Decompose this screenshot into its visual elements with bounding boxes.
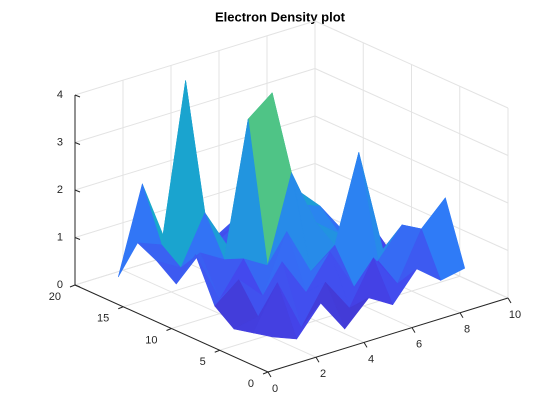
x-tick — [315, 356, 320, 363]
z-tick — [74, 237, 81, 240]
chart-title: Electron Density plot — [215, 9, 346, 24]
y-tick-label: 0 — [248, 378, 254, 390]
grid-line — [314, 163, 509, 251]
x-tick-label: 6 — [416, 339, 422, 351]
z-tick — [74, 189, 81, 193]
z-tick-label: 2 — [57, 184, 63, 196]
grid-line — [314, 115, 509, 204]
z-tick-label: 3 — [57, 136, 63, 148]
grid-line — [74, 20, 316, 96]
y-tick — [214, 349, 220, 353]
x-tick — [459, 312, 464, 319]
surface-face — [253, 282, 297, 340]
x-tick — [267, 371, 272, 378]
z-tick-label: 0 — [57, 279, 63, 291]
x-tick-label: 0 — [272, 383, 278, 395]
grid-line — [314, 20, 509, 109]
z-tick-label: 1 — [57, 231, 63, 243]
z-tick — [74, 284, 81, 288]
grid-line — [74, 68, 316, 143]
y-tick-label: 20 — [49, 291, 61, 303]
z-tick — [74, 94, 81, 98]
x-tick-label: 8 — [464, 324, 470, 336]
y-tick — [262, 371, 269, 375]
x-tick-label: 2 — [320, 368, 326, 380]
x-axis-line — [267, 297, 509, 373]
y-tick — [166, 328, 172, 331]
x-tick — [411, 327, 416, 333]
y-tick-label: 10 — [145, 334, 157, 346]
y-tick — [69, 284, 76, 288]
x-tick — [507, 297, 512, 304]
y-tick-label: 5 — [200, 356, 206, 368]
y-tick-label: 15 — [97, 313, 109, 325]
x-tick-label: 10 — [509, 309, 521, 321]
z-tick-label: 4 — [57, 89, 63, 101]
x-tick-label: 4 — [368, 353, 374, 365]
y-tick — [118, 306, 124, 310]
grid-line — [314, 68, 509, 156]
z-tick — [74, 142, 81, 145]
x-tick — [363, 342, 368, 348]
